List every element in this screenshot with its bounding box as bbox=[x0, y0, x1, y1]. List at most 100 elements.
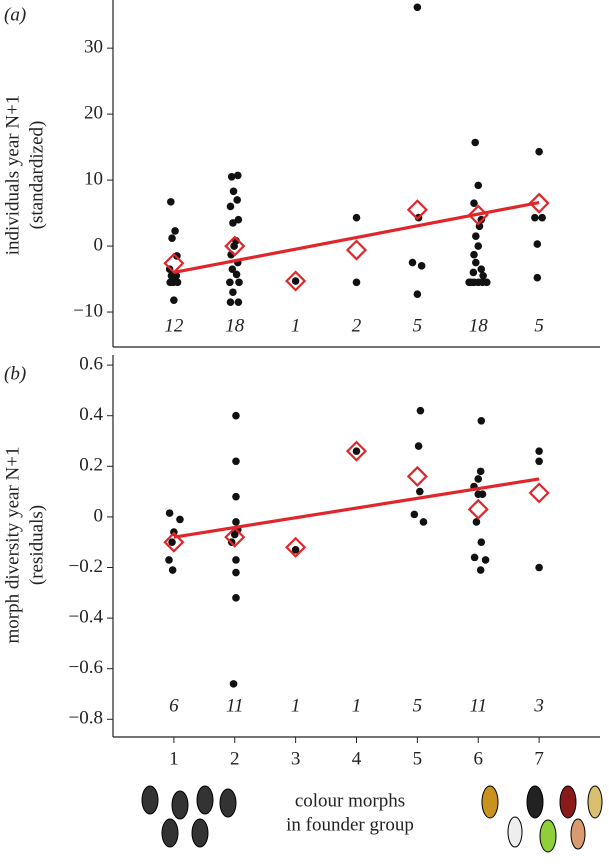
data-point bbox=[291, 277, 300, 285]
data-point bbox=[230, 242, 238, 250]
data-point bbox=[416, 487, 424, 496]
y-tick-label: 20 bbox=[84, 102, 103, 123]
mean-marker bbox=[528, 482, 550, 504]
count-label: 3 bbox=[533, 695, 544, 716]
mean-marker bbox=[163, 531, 185, 553]
data-point bbox=[233, 196, 241, 204]
data-point bbox=[417, 262, 426, 270]
mean-marker bbox=[406, 465, 428, 487]
count-label: 11 bbox=[226, 695, 244, 716]
data-point bbox=[226, 278, 234, 287]
trend-line bbox=[173, 200, 540, 275]
y-axis-label: (standardized) bbox=[26, 121, 47, 230]
mean-marker bbox=[224, 526, 246, 548]
data-point bbox=[165, 509, 174, 517]
data-point bbox=[229, 219, 237, 227]
data-point bbox=[472, 518, 481, 526]
data-point bbox=[533, 240, 542, 248]
mean-marker bbox=[224, 235, 246, 257]
data-point bbox=[165, 556, 173, 564]
data-point bbox=[176, 515, 184, 524]
x-tick-label: 2 bbox=[230, 748, 240, 769]
x-tick-label: 7 bbox=[534, 748, 544, 769]
data-point bbox=[232, 270, 241, 279]
data-point bbox=[232, 411, 240, 420]
x-tick-label: 1 bbox=[169, 748, 179, 769]
data-point bbox=[482, 278, 491, 287]
data-point bbox=[232, 594, 240, 602]
data-point bbox=[471, 138, 480, 147]
count-label: 6 bbox=[169, 695, 179, 716]
data-point bbox=[538, 213, 546, 222]
data-point bbox=[171, 227, 179, 235]
data-point bbox=[408, 258, 417, 267]
data-point bbox=[469, 268, 478, 277]
x-tick-label: 6 bbox=[474, 748, 484, 769]
data-point bbox=[535, 457, 543, 466]
data-point bbox=[229, 680, 238, 688]
count-label: 5 bbox=[413, 315, 423, 336]
mean-marker bbox=[285, 270, 307, 292]
count-label: 11 bbox=[469, 695, 487, 716]
data-point bbox=[476, 566, 485, 574]
y-tick-label: −10 bbox=[73, 300, 103, 321]
mean-marker bbox=[345, 239, 368, 261]
x-axis-label: in founder group bbox=[286, 814, 414, 835]
data-point bbox=[232, 556, 240, 564]
data-point bbox=[168, 538, 176, 547]
data-point bbox=[228, 265, 237, 273]
data-point bbox=[233, 171, 242, 180]
data-point bbox=[352, 213, 361, 222]
data-point bbox=[291, 545, 300, 554]
x-tick-label: 3 bbox=[291, 748, 301, 769]
data-point bbox=[535, 563, 543, 572]
data-point bbox=[472, 232, 480, 240]
data-point bbox=[235, 278, 243, 287]
data-point bbox=[352, 278, 361, 287]
data-point bbox=[474, 475, 483, 483]
data-point bbox=[232, 568, 240, 577]
mean-marker bbox=[467, 204, 489, 226]
y-tick-label: 0 bbox=[94, 234, 104, 255]
y-axis-label: individuals year N+1 bbox=[2, 95, 23, 256]
data-point bbox=[230, 530, 239, 539]
mean-marker bbox=[528, 192, 550, 214]
x-tick-label: 4 bbox=[352, 748, 362, 769]
beetles-right bbox=[481, 785, 603, 853]
data-point bbox=[229, 288, 237, 297]
y-tick-label: 0 bbox=[94, 505, 104, 526]
data-point bbox=[232, 518, 240, 526]
y-tick-label: −0.6 bbox=[69, 657, 103, 678]
data-point bbox=[478, 490, 487, 498]
data-point bbox=[472, 258, 480, 267]
data-point bbox=[531, 213, 539, 222]
data-point bbox=[474, 242, 483, 250]
count-label: 18 bbox=[469, 315, 489, 336]
data-point bbox=[229, 187, 238, 196]
mean-marker bbox=[163, 252, 185, 274]
data-point bbox=[234, 298, 243, 306]
data-point bbox=[419, 518, 428, 526]
count-label: 5 bbox=[413, 695, 423, 716]
data-point bbox=[535, 147, 543, 156]
data-point bbox=[352, 447, 361, 455]
y-tick-label: −0.2 bbox=[69, 556, 103, 577]
data-point bbox=[481, 556, 490, 564]
panel-label: (b) bbox=[4, 363, 26, 384]
data-point bbox=[476, 467, 485, 476]
mean-marker bbox=[345, 440, 368, 462]
data-point bbox=[416, 406, 425, 415]
y-tick-label: 30 bbox=[84, 37, 103, 58]
panel-label: (a) bbox=[4, 4, 26, 25]
data-point bbox=[167, 198, 175, 206]
y-tick-label: 0.6 bbox=[79, 353, 103, 374]
data-point bbox=[234, 215, 243, 224]
count-label: 5 bbox=[534, 315, 544, 336]
y-tick-label: 10 bbox=[84, 168, 103, 189]
count-label: 18 bbox=[225, 315, 245, 336]
data-point bbox=[477, 265, 486, 273]
data-point bbox=[477, 416, 486, 425]
x-tick-label: 5 bbox=[413, 748, 423, 769]
data-point bbox=[470, 553, 479, 562]
